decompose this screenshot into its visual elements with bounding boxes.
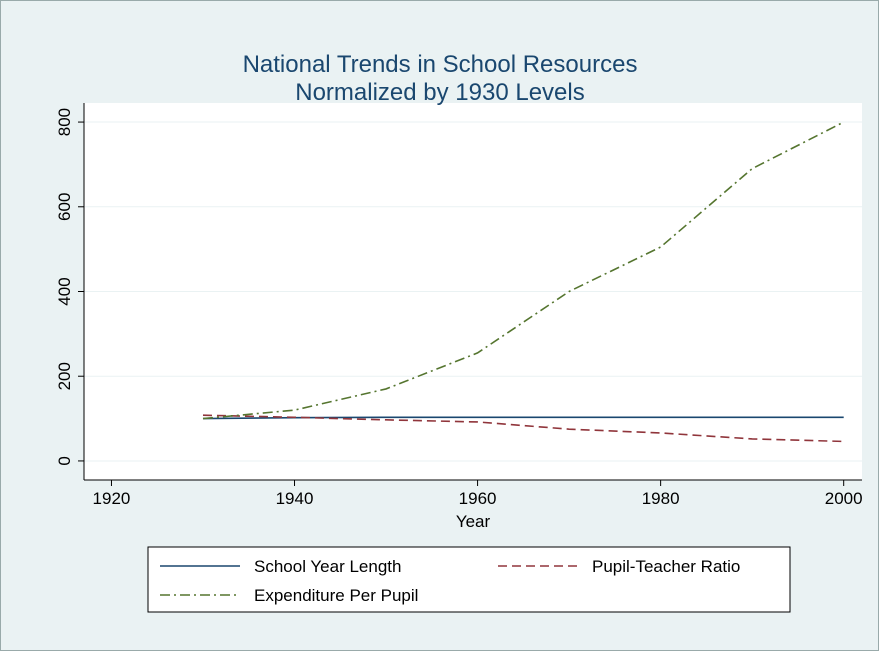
y-tick-label: 800 bbox=[55, 108, 74, 136]
legend bbox=[147, 546, 791, 613]
y-tick-label: 600 bbox=[55, 193, 74, 221]
legend-label: School Year Length bbox=[254, 557, 401, 576]
y-tick-label: 200 bbox=[55, 362, 74, 390]
x-tick-label: 2000 bbox=[825, 489, 863, 508]
x-tick-label: 1920 bbox=[93, 489, 131, 508]
x-tick-label: 1940 bbox=[276, 489, 314, 508]
series-line bbox=[202, 414, 844, 443]
y-tick-label: 0 bbox=[55, 456, 74, 465]
x-axis-label: Year bbox=[456, 512, 491, 531]
y-tick-label: 400 bbox=[55, 277, 74, 305]
legend-label: Expenditure Per Pupil bbox=[254, 586, 418, 605]
chart-title: National Trends in School Resources bbox=[243, 51, 638, 78]
series-line bbox=[202, 121, 845, 420]
x-tick-label: 1980 bbox=[642, 489, 680, 508]
chart-subtitle: Normalized by 1930 Levels bbox=[295, 79, 585, 106]
legend-label: Pupil-Teacher Ratio bbox=[592, 557, 740, 576]
x-tick-label: 1960 bbox=[459, 489, 497, 508]
